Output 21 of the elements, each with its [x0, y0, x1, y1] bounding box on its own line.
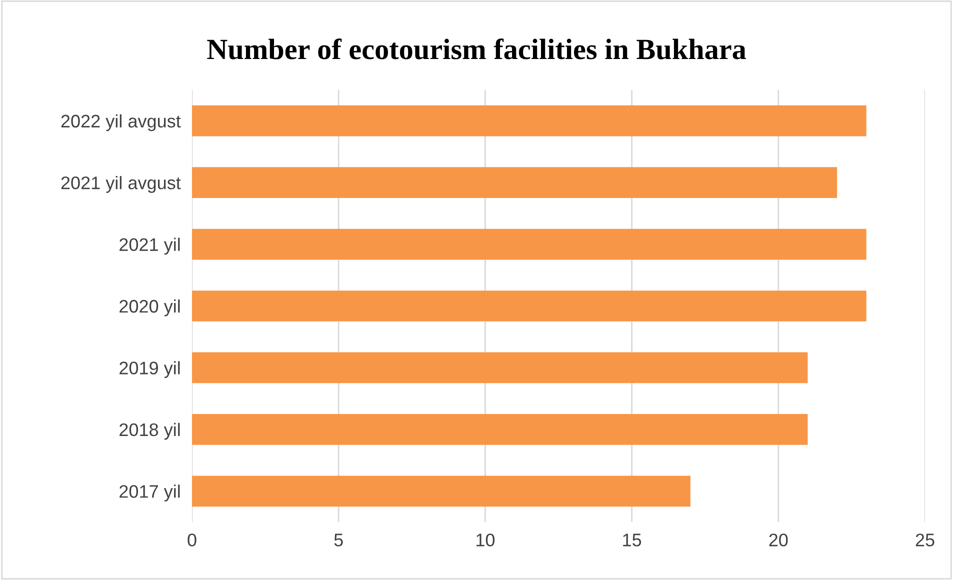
y-tick-label: 2018 yil — [120, 422, 180, 440]
bar — [192, 476, 690, 507]
bar — [192, 105, 866, 136]
y-tick-label: 2017 yil — [120, 484, 180, 502]
x-tick-label: 0 — [188, 534, 196, 546]
x-tick-label: 25 — [916, 534, 934, 546]
y-tick-label: 2020 yil — [120, 299, 180, 316]
y-tick-label: 2021 yil avgust — [61, 176, 181, 193]
y-tick-label: 2021 yil — [120, 238, 180, 255]
bar — [192, 167, 838, 198]
bar — [192, 414, 808, 445]
x-tick-label: 5 — [334, 534, 343, 546]
bar — [192, 290, 866, 322]
chart-title: Number of ecotourism facilities in Bukhara — [207, 38, 746, 60]
bar — [192, 352, 808, 384]
bar — [192, 228, 866, 260]
y-tick-label: 2019 yil — [120, 361, 180, 378]
x-tick-label: 20 — [769, 534, 788, 546]
x-tick-label: 15 — [623, 534, 642, 546]
y-tick-label: 2022 yil avgust — [61, 114, 181, 132]
x-tick-label: 10 — [476, 534, 495, 546]
